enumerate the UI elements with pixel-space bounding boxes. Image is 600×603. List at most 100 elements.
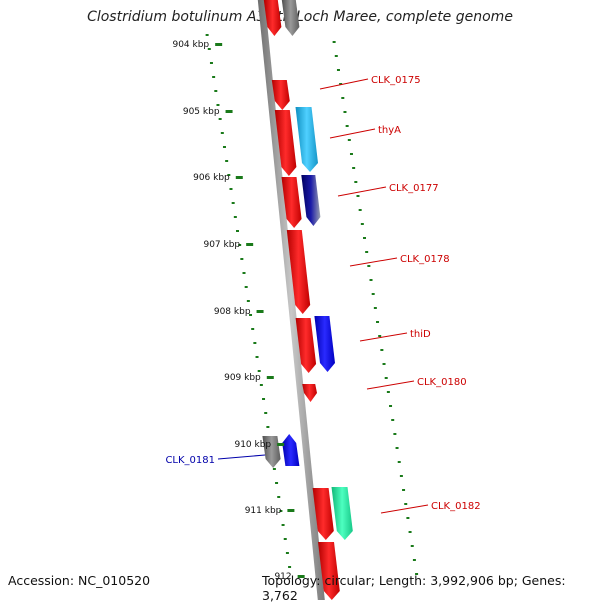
tick-mark <box>215 43 223 46</box>
track-dot <box>384 377 388 379</box>
leader-line <box>337 186 387 197</box>
gene-label: CLK_0181 <box>165 455 215 466</box>
tick-label: 904 kbp <box>172 40 209 50</box>
track-dot <box>279 510 283 512</box>
leader-line <box>319 78 369 90</box>
gene-clk0177 <box>301 175 321 226</box>
tick-mark <box>297 575 305 578</box>
track-dot <box>253 342 257 344</box>
gene-label: CLK_0182 <box>431 501 481 512</box>
track-dot <box>358 209 362 211</box>
gene-label: CLK_0175 <box>371 75 421 86</box>
track-dot <box>399 475 403 477</box>
track-dot <box>347 139 351 141</box>
track-dot <box>397 461 401 463</box>
track-dot <box>371 293 375 295</box>
tick-mark <box>287 509 295 512</box>
track-dot <box>354 181 358 183</box>
gene-labels: CLK_0175 thyA CLK_0177 CLK_0178 thiD CLK_0180… <box>165 75 481 514</box>
track-dot <box>285 552 289 554</box>
leader-line <box>380 504 429 514</box>
tick-label: 906 kbp <box>193 173 230 183</box>
tick-label: 909 kbp <box>224 373 261 383</box>
track-dot <box>343 111 347 113</box>
leader-line <box>366 380 415 390</box>
track-dot <box>395 447 399 449</box>
tick-label: 911 kbp <box>245 506 282 516</box>
track-dot <box>404 503 408 505</box>
backbone-line <box>257 0 325 600</box>
gene-clk0181 <box>282 434 300 466</box>
track-dot <box>332 41 336 43</box>
track-dot <box>365 251 369 253</box>
track-dot <box>272 468 276 470</box>
track-dot <box>229 188 233 190</box>
tick-label: 907 kbp <box>203 240 240 250</box>
gene-red-a <box>274 110 297 176</box>
track-dot <box>376 321 380 323</box>
track-dot <box>236 230 239 232</box>
track-dot <box>262 398 266 400</box>
track-dot <box>288 566 292 568</box>
track-dot <box>336 69 340 71</box>
track-dot <box>220 132 224 134</box>
gene-label: CLK_0177 <box>389 183 439 194</box>
track-dot <box>240 258 244 260</box>
tick-mark <box>277 443 285 446</box>
gene-thya <box>295 107 318 172</box>
tick-mark <box>256 310 264 313</box>
gene-clk0178 <box>286 230 311 314</box>
tick-label: 905 kbp <box>183 107 220 117</box>
leader-line <box>359 332 408 342</box>
gene-red-d <box>312 488 334 540</box>
gene-clk0180 <box>302 384 317 402</box>
track-dot <box>345 125 349 127</box>
track-dot <box>242 272 246 274</box>
track-dot <box>233 216 237 218</box>
tick-mark <box>235 176 243 179</box>
gene-red-e <box>318 542 340 600</box>
track-dot <box>283 538 287 540</box>
track-dot <box>341 97 345 99</box>
track-dot <box>356 195 360 197</box>
track-dot <box>360 223 364 225</box>
track-dot <box>373 307 377 309</box>
track-dot <box>352 167 356 169</box>
track-dot <box>266 426 270 428</box>
gene-top-gray <box>281 0 300 36</box>
track-dot <box>380 349 384 351</box>
gene-label: CLK_0178 <box>400 254 450 265</box>
leader-line <box>217 454 266 460</box>
track-dot <box>244 286 248 288</box>
track-dot <box>277 496 281 498</box>
track-dot <box>238 244 242 246</box>
tick-mark <box>246 243 254 246</box>
track-dot <box>227 174 231 176</box>
track-dot <box>410 545 414 547</box>
track-dot <box>412 559 416 561</box>
track-dot <box>386 391 390 393</box>
track-dot <box>231 202 235 204</box>
track-dot <box>363 237 366 239</box>
track-dot <box>402 489 406 491</box>
track-dot <box>205 34 209 36</box>
gene-label: thiD <box>410 329 431 340</box>
track-dot <box>339 83 343 85</box>
gene-clk0174 <box>263 0 282 36</box>
track-dot <box>214 90 218 92</box>
gene-clk0182 <box>331 487 353 540</box>
map-title: Clostridium botulinum A3 str. Loch Maree… <box>87 9 513 25</box>
track-dot <box>246 300 250 302</box>
track-dot <box>406 517 410 519</box>
track-dot <box>255 356 259 358</box>
track-dot <box>251 328 255 330</box>
track-dot <box>378 335 382 337</box>
track-dot <box>212 76 216 78</box>
track-dot <box>249 314 253 316</box>
track-dot <box>257 370 261 372</box>
tick-mark <box>225 110 233 113</box>
track-dot <box>216 104 220 106</box>
track-dot <box>369 279 373 281</box>
track-dot <box>218 118 222 120</box>
